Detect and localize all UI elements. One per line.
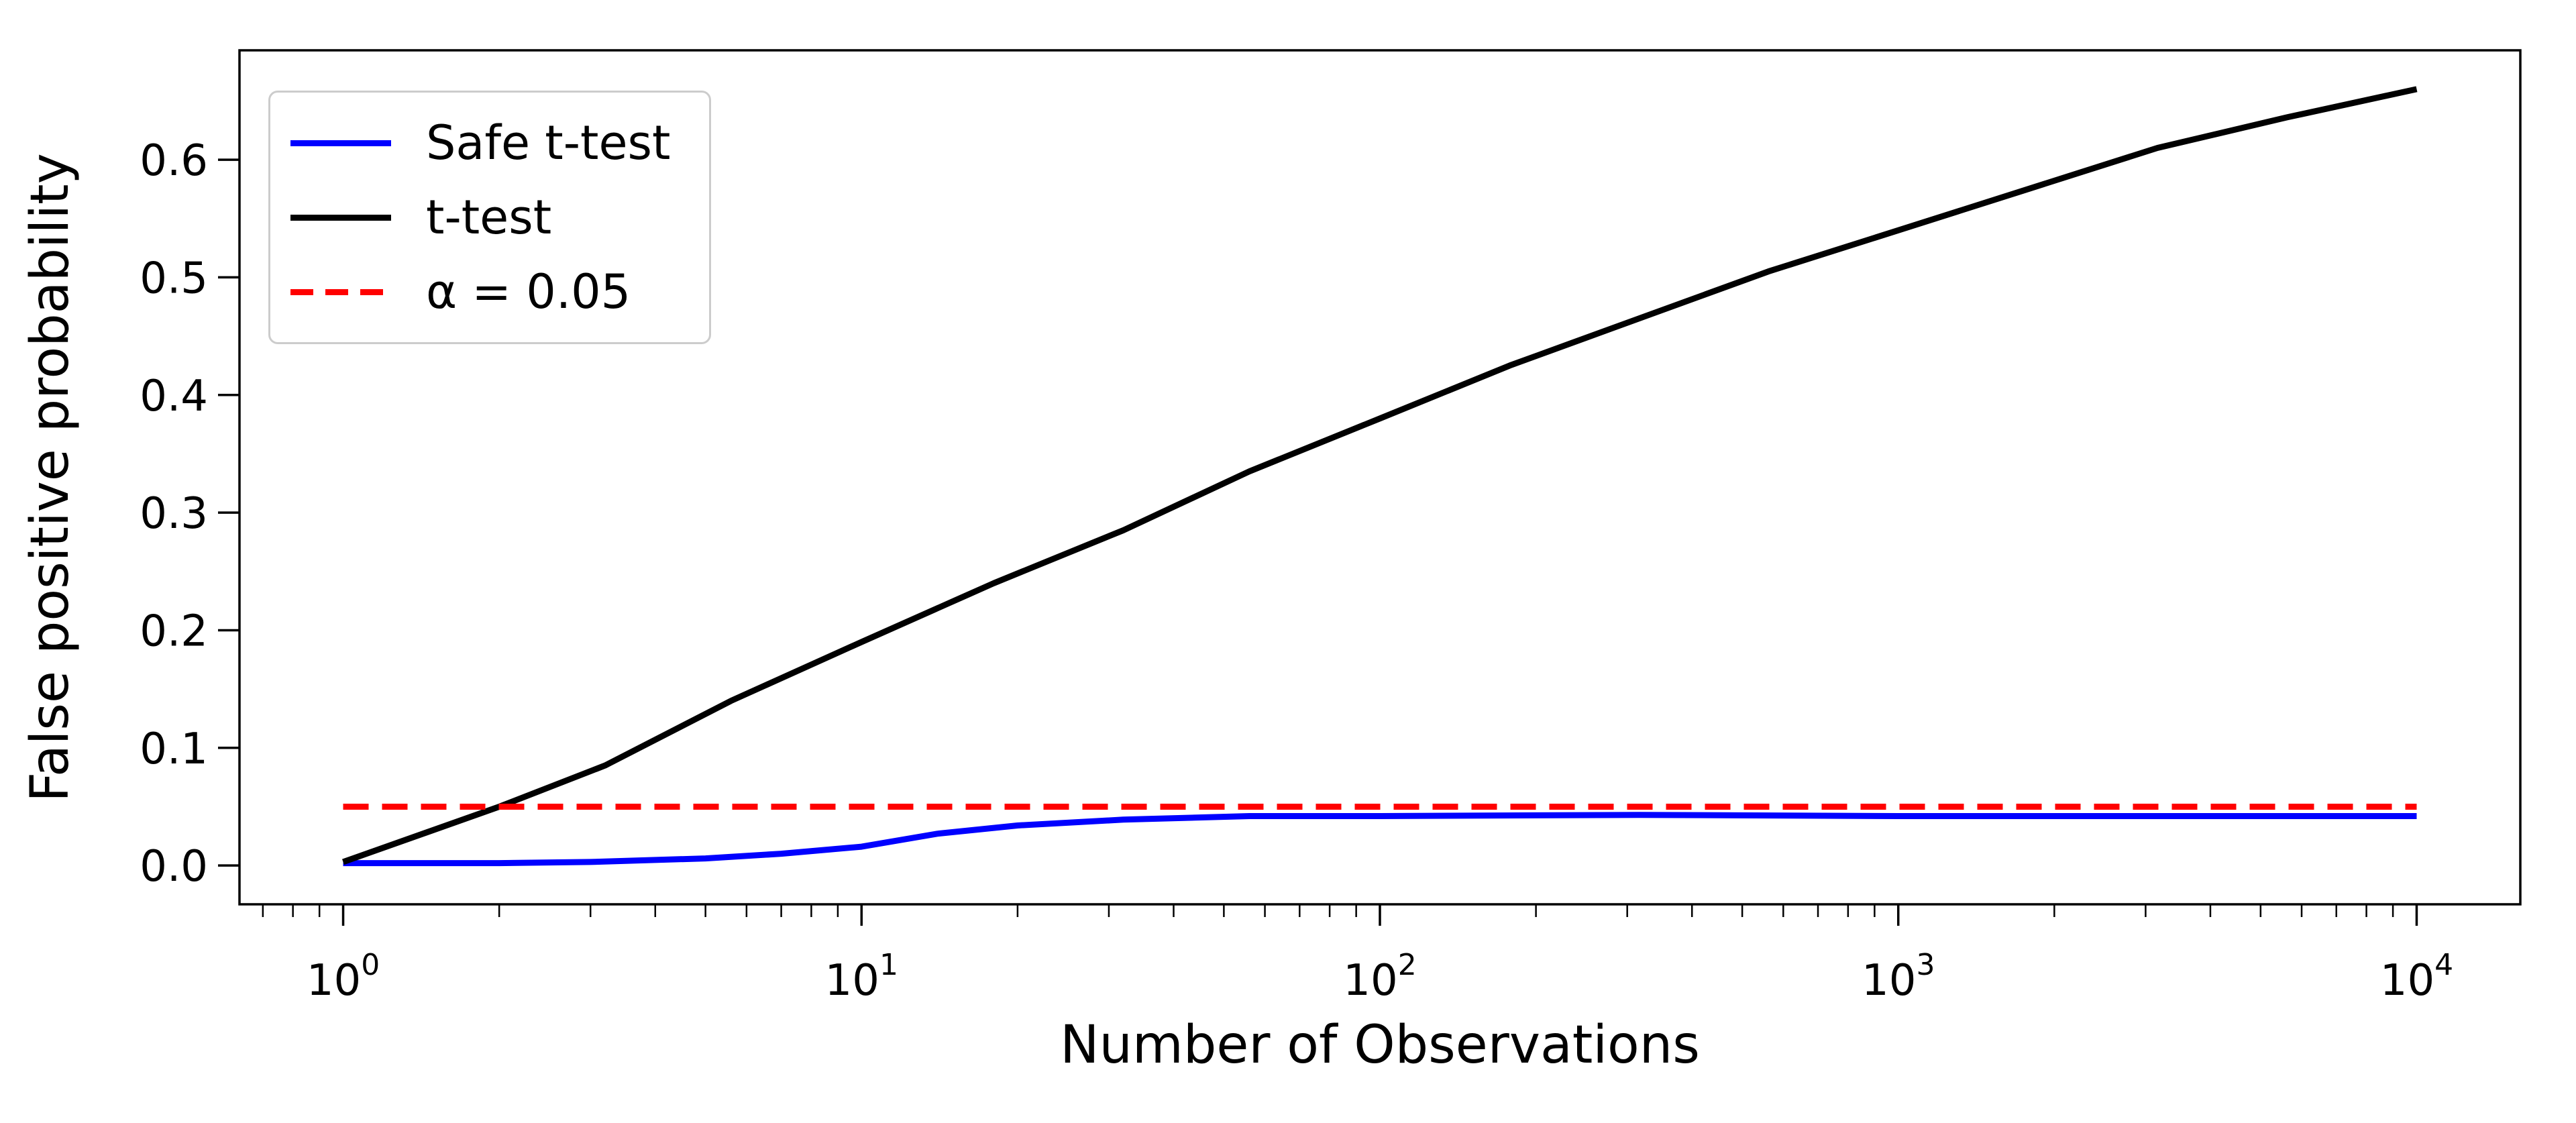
y-axis-title: False positive probability: [20, 153, 80, 802]
x-tick-labels: 100 101 102 103 104: [307, 948, 2453, 1006]
legend-line-swatch-red-dashed: [290, 288, 391, 295]
legend-entry-t-test: t-test: [290, 187, 690, 248]
x-axis-title: Number of Observations: [1060, 1015, 1700, 1075]
series-line-t-test: [341, 86, 2418, 865]
x-tick-label: 100: [307, 948, 380, 1006]
legend-line-swatch-black: [290, 214, 391, 221]
plot-border: [238, 49, 2522, 906]
x-tick-label: 101: [825, 948, 898, 1006]
y-tick-label: 0.6: [140, 136, 208, 186]
y-tick-label: 0.4: [140, 372, 208, 421]
y-tick-label: 0.2: [140, 606, 208, 656]
legend-label: Safe t-test: [426, 115, 671, 170]
series-line-safe-t-test: [343, 812, 2417, 867]
legend-line-swatch-blue: [290, 140, 391, 146]
legend: Safe t-test t-test α = 0.05: [268, 91, 711, 344]
x-tick-label: 103: [1862, 948, 1935, 1006]
y-tick-label: 0.0: [140, 842, 208, 892]
y-tick-label: 0.1: [140, 725, 208, 774]
x-tick-label: 104: [2380, 948, 2453, 1006]
y-tick-label: 0.3: [140, 489, 208, 539]
legend-entry-safe-t-test: Safe t-test: [290, 113, 690, 173]
plot-series: [341, 86, 2418, 867]
y-tick-labels: 0.0 0.1 0.2 0.3 0.4 0.5 0.6: [140, 136, 208, 892]
axis-ticks: [218, 158, 2418, 926]
y-tick-label: 0.5: [140, 254, 208, 303]
x-tick-label: 102: [1343, 948, 1416, 1006]
legend-label: α = 0.05: [426, 264, 631, 319]
legend-entry-alpha: α = 0.05: [290, 262, 690, 322]
legend-label: t-test: [426, 190, 552, 245]
